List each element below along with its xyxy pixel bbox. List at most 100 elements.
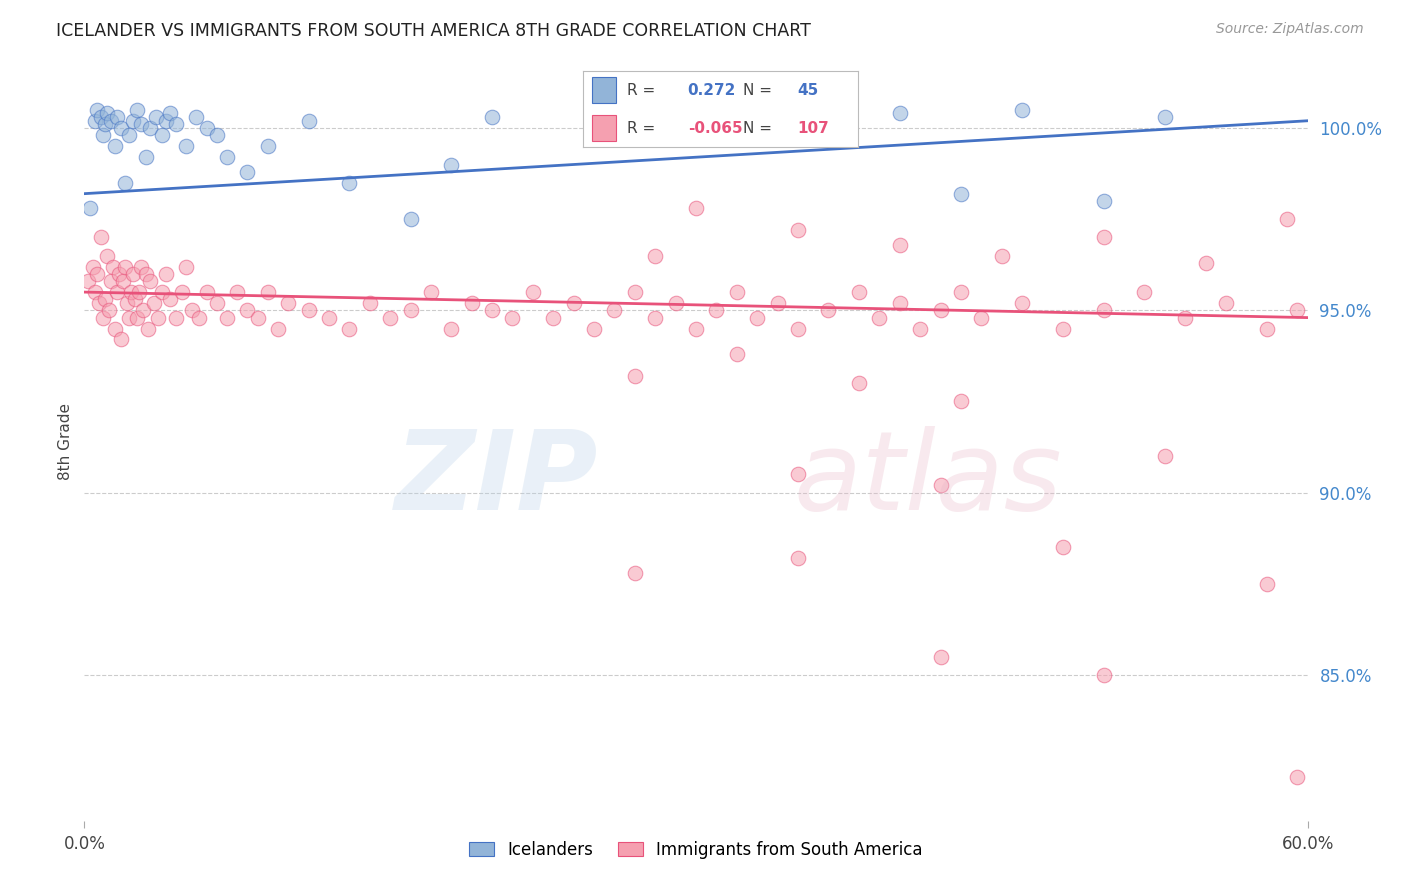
Point xyxy=(787,551,810,566)
Point xyxy=(155,267,177,281)
Point xyxy=(644,249,666,263)
Point xyxy=(93,293,115,307)
Point xyxy=(110,121,132,136)
Text: Source: ZipAtlas.com: Source: ZipAtlas.com xyxy=(1216,22,1364,37)
Point xyxy=(787,467,810,482)
Point xyxy=(114,176,136,190)
Point xyxy=(120,285,142,299)
Point xyxy=(104,321,127,335)
Point xyxy=(114,260,136,274)
Point xyxy=(115,296,138,310)
Point xyxy=(929,649,952,664)
Point xyxy=(181,303,204,318)
Point xyxy=(685,201,707,215)
Point xyxy=(205,128,228,143)
Text: 0.272: 0.272 xyxy=(688,83,737,98)
Point xyxy=(562,296,585,310)
Point xyxy=(298,303,321,318)
Point xyxy=(127,310,149,325)
Point xyxy=(461,296,484,310)
Point xyxy=(725,347,748,361)
Point xyxy=(132,303,155,318)
Point xyxy=(685,103,707,117)
Point xyxy=(246,310,269,325)
Point xyxy=(91,310,114,325)
Point xyxy=(128,285,150,299)
Point xyxy=(124,293,146,307)
Point xyxy=(889,237,911,252)
Point xyxy=(108,267,131,281)
Point xyxy=(1215,296,1237,310)
Point xyxy=(543,310,565,325)
Point xyxy=(105,110,128,124)
Text: N =: N = xyxy=(742,83,776,98)
Point xyxy=(624,566,647,580)
Point xyxy=(110,333,132,347)
Point xyxy=(86,267,108,281)
Point xyxy=(236,165,259,179)
Point xyxy=(1256,321,1278,335)
Point xyxy=(145,110,167,124)
Point xyxy=(1195,256,1218,270)
Point xyxy=(1256,576,1278,591)
Point xyxy=(970,310,993,325)
Text: R =: R = xyxy=(627,83,661,98)
Point xyxy=(1092,303,1115,318)
Point xyxy=(522,285,544,299)
Point xyxy=(136,321,159,335)
Point xyxy=(706,303,728,318)
Point xyxy=(624,368,647,383)
Legend: Icelanders, Immigrants from South America: Icelanders, Immigrants from South Americ… xyxy=(463,834,929,865)
Point xyxy=(1286,770,1309,784)
Point xyxy=(100,113,122,128)
Point xyxy=(1286,303,1309,318)
Point xyxy=(380,310,402,325)
Point xyxy=(187,310,209,325)
Text: -0.065: -0.065 xyxy=(688,120,742,136)
Point xyxy=(135,150,157,164)
Point xyxy=(889,296,911,310)
Point xyxy=(174,139,197,153)
Point xyxy=(138,274,160,288)
Text: ZIP: ZIP xyxy=(395,426,598,533)
Point xyxy=(146,310,169,325)
Point xyxy=(991,249,1014,263)
Point xyxy=(583,321,606,335)
Point xyxy=(131,117,153,131)
Point xyxy=(399,212,422,227)
Point xyxy=(1174,310,1197,325)
Bar xyxy=(592,77,616,103)
Point xyxy=(135,267,157,281)
Point xyxy=(1011,296,1033,310)
Point xyxy=(747,310,769,325)
Point xyxy=(217,150,239,164)
Point xyxy=(100,274,122,288)
Point xyxy=(159,106,181,120)
Point xyxy=(502,310,524,325)
Point xyxy=(86,103,108,117)
Point xyxy=(112,274,135,288)
Point xyxy=(87,296,110,310)
Point xyxy=(624,285,647,299)
Point xyxy=(150,128,173,143)
Point xyxy=(950,285,973,299)
Point xyxy=(79,201,101,215)
Point xyxy=(165,117,187,131)
Point xyxy=(440,321,463,335)
Point xyxy=(440,157,463,171)
Point xyxy=(359,296,381,310)
Point xyxy=(1092,668,1115,682)
Text: 107: 107 xyxy=(797,120,830,136)
Text: R =: R = xyxy=(627,120,661,136)
Point xyxy=(159,293,181,307)
Point xyxy=(298,113,321,128)
Point xyxy=(101,260,124,274)
Point xyxy=(150,285,173,299)
Point xyxy=(644,113,666,128)
Point xyxy=(848,285,870,299)
Point xyxy=(1154,110,1177,124)
Point xyxy=(257,285,280,299)
Point xyxy=(118,128,141,143)
Point xyxy=(127,103,149,117)
Point xyxy=(339,321,361,335)
